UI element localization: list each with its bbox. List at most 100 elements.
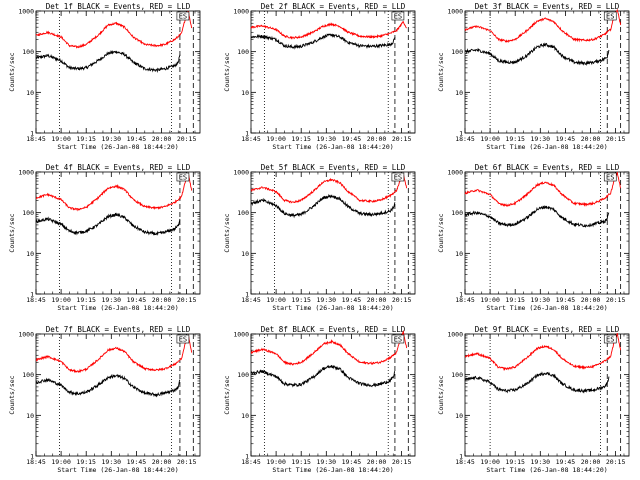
x-axis-label: Start Time (26-Jan-08 18:44:20) xyxy=(272,304,393,312)
x-tick-label: 20:15 xyxy=(392,135,412,143)
x-tick-label: 19:45 xyxy=(556,135,576,143)
x-tick-label: 19:30 xyxy=(317,458,337,466)
y-tick-label: 1 xyxy=(30,130,34,138)
chart-title: Det 8f BLACK = Events, RED = LLD xyxy=(261,325,406,334)
lld-series-line xyxy=(250,330,408,366)
y-tick-label: 1000 xyxy=(447,331,463,339)
x-tick-label: 20:00 xyxy=(367,135,387,143)
x-tick-label: 20:15 xyxy=(606,135,626,143)
x-tick-label: 19:45 xyxy=(556,458,576,466)
legend-box xyxy=(176,334,190,344)
y-tick-label: 1 xyxy=(30,453,34,461)
legend-label: ES xyxy=(394,336,402,344)
x-tick-label: 19:00 xyxy=(266,296,286,304)
y-tick-label: 100 xyxy=(237,209,249,217)
y-tick-label: 1000 xyxy=(447,169,463,177)
x-tick-label: 20:00 xyxy=(152,296,172,304)
x-tick-label: 20:15 xyxy=(177,458,197,466)
chart-panel-3: Det 3f BLACK = Events, RED = LLD 1 10 100 10… xyxy=(437,2,630,151)
chart-panel-1: Det 1f BLACK = Events, RED = LLD 1 10 100 10… xyxy=(8,2,201,151)
y-axis-label: Counts/sec xyxy=(223,52,231,91)
y-tick-label: 10 xyxy=(455,89,463,97)
x-tick-label: 19:00 xyxy=(480,458,500,466)
x-tick-label: 20:15 xyxy=(606,296,626,304)
x-tick-label: 19:00 xyxy=(480,135,500,143)
x-axis-label: Start Time (26-Jan-08 18:44:20) xyxy=(57,304,178,312)
x-tick-label: 20:00 xyxy=(581,296,601,304)
x-tick-label: 20:15 xyxy=(177,296,197,304)
x-tick-label: 19:15 xyxy=(505,458,525,466)
x-tick-label: 18:45 xyxy=(26,135,46,143)
x-tick-label: 19:15 xyxy=(505,135,525,143)
events-series-line xyxy=(250,193,396,219)
legend-label: ES xyxy=(606,13,614,21)
x-tick-label: 19:45 xyxy=(127,458,147,466)
events-series-line xyxy=(35,49,181,74)
y-tick-label: 100 xyxy=(22,48,34,56)
y-tick-label: 1000 xyxy=(447,8,463,16)
lld-series-line xyxy=(250,173,408,204)
lld-series-line xyxy=(35,10,193,49)
lld-series-line xyxy=(250,21,407,40)
lld-series-line xyxy=(464,332,622,371)
y-tick-label: 10 xyxy=(241,250,249,258)
chart-title: Det 7f BLACK = Events, RED = LLD xyxy=(46,325,191,334)
chart-panel-9: Det 9f BLACK = Events, RED = LLD 1 10 100 10… xyxy=(437,325,630,474)
chart-panel-2: Det 2f BLACK = Events, RED = LLD 1 10 100 10… xyxy=(223,2,416,151)
legend-box xyxy=(176,11,190,21)
x-tick-label: 20:15 xyxy=(606,458,626,466)
legend-box xyxy=(391,11,405,21)
x-tick-label: 20:00 xyxy=(367,296,387,304)
x-tick-label: 19:30 xyxy=(102,296,122,304)
x-tick-label: 19:30 xyxy=(102,458,122,466)
events-series-line xyxy=(35,212,181,236)
y-tick-label: 1 xyxy=(245,130,249,138)
plot-frame xyxy=(35,10,201,134)
x-tick-label: 20:00 xyxy=(152,458,172,466)
x-tick-label: 19:45 xyxy=(556,296,576,304)
y-tick-label: 100 xyxy=(237,371,249,379)
lld-series-line xyxy=(464,171,622,207)
x-axis-label: Start Time (26-Jan-08 18:44:20) xyxy=(272,143,393,151)
y-tick-label: 1000 xyxy=(233,8,249,16)
x-tick-label: 20:00 xyxy=(152,135,172,143)
x-tick-label: 19:00 xyxy=(51,458,71,466)
x-tick-label: 19:00 xyxy=(51,296,71,304)
x-tick-label: 20:00 xyxy=(581,458,601,466)
x-axis-label: Start Time (26-Jan-08 18:44:20) xyxy=(57,143,178,151)
x-tick-label: 18:45 xyxy=(241,296,261,304)
y-axis-label: Counts/sec xyxy=(437,375,445,414)
y-tick-label: 1000 xyxy=(18,8,34,16)
lld-series-line xyxy=(35,334,193,374)
x-tick-label: 19:30 xyxy=(317,135,337,143)
legend-label: ES xyxy=(179,174,187,182)
x-tick-label: 20:00 xyxy=(367,458,387,466)
x-tick-label: 19:15 xyxy=(505,296,525,304)
events-series-line xyxy=(250,364,396,388)
y-tick-label: 10 xyxy=(26,250,34,258)
y-tick-label: 100 xyxy=(22,371,34,379)
legend-label: ES xyxy=(606,336,614,344)
x-tick-label: 20:00 xyxy=(581,135,601,143)
y-tick-label: 10 xyxy=(455,412,463,420)
x-tick-label: 19:45 xyxy=(342,296,362,304)
y-tick-label: 10 xyxy=(241,412,249,420)
chart-panel-7: Det 7f BLACK = Events, RED = LLD 1 10 100 10… xyxy=(8,325,201,474)
plot-frame xyxy=(464,171,630,295)
lld-series-line xyxy=(35,172,193,212)
x-tick-label: 19:30 xyxy=(317,296,337,304)
y-axis-label: Counts/sec xyxy=(437,213,445,252)
y-tick-label: 1000 xyxy=(18,169,34,177)
y-tick-label: 1000 xyxy=(233,331,249,339)
plot-frame xyxy=(250,171,416,295)
chart-title: Det 5f BLACK = Events, RED = LLD xyxy=(261,163,406,172)
y-tick-label: 100 xyxy=(451,48,463,56)
x-tick-label: 19:15 xyxy=(76,458,96,466)
x-tick-label: 19:00 xyxy=(51,135,71,143)
plot-frame xyxy=(464,10,630,134)
y-tick-label: 1000 xyxy=(233,169,249,177)
legend-box xyxy=(603,334,617,344)
x-tick-label: 18:45 xyxy=(241,135,261,143)
legend-box xyxy=(603,172,617,182)
